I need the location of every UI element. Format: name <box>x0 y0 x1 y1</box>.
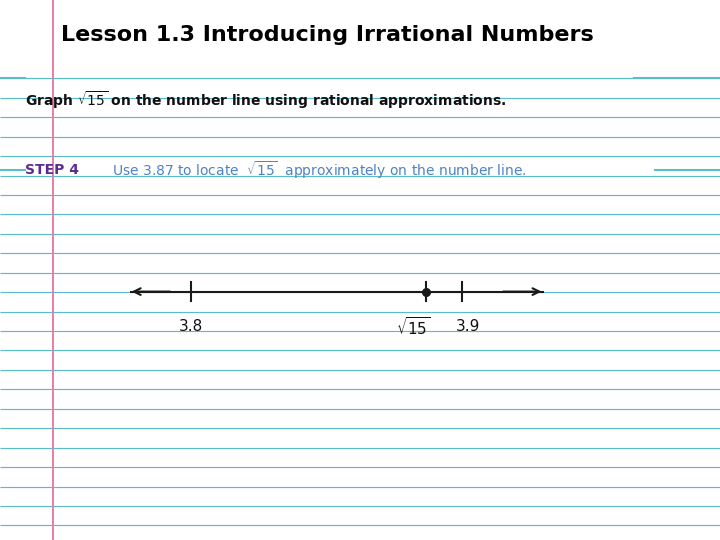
Text: Graph $\sqrt{15}$ on the number line using rational approximations.: Graph $\sqrt{15}$ on the number line usi… <box>25 89 507 111</box>
Text: 3.8: 3.8 <box>179 319 203 334</box>
Text: $\sqrt{15}$: $\sqrt{15}$ <box>396 316 431 338</box>
Text: Lesson 1.3 Introducing Irrational Numbers: Lesson 1.3 Introducing Irrational Number… <box>61 25 594 45</box>
Text: STEP 4: STEP 4 <box>25 163 79 177</box>
Text: Use 3.87 to locate  $\sqrt{15}$  approximately on the number line.: Use 3.87 to locate $\sqrt{15}$ approxima… <box>112 159 526 181</box>
Text: 3.9: 3.9 <box>456 319 480 334</box>
